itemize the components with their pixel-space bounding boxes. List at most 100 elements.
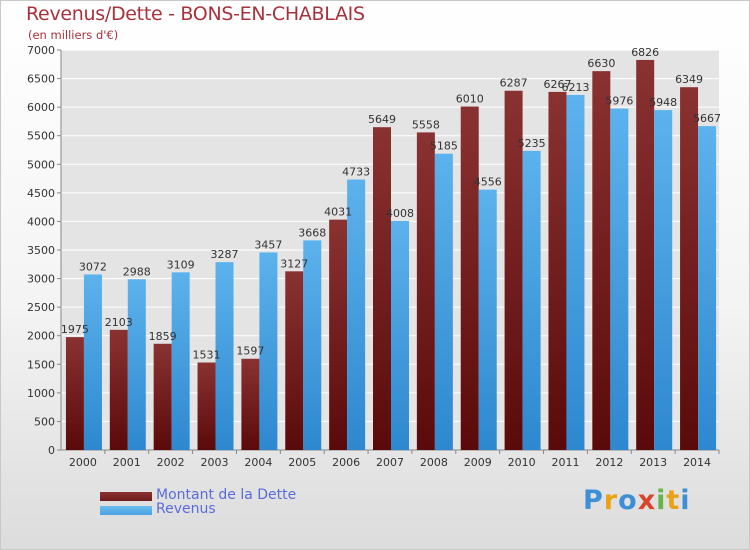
bar-revenue-2012 (610, 108, 629, 450)
y-tick-label: 2500 (27, 301, 55, 314)
x-tick-label: 2012 (595, 456, 623, 469)
data-label-debt-2003: 1531 (193, 349, 221, 362)
bar-debt-2012 (592, 71, 611, 451)
bar-revenue-2008 (434, 153, 453, 450)
data-label-debt-2008: 5558 (412, 118, 440, 131)
data-label-debt-2000: 1975 (61, 323, 89, 336)
data-label-revenue-2012: 5976 (605, 95, 633, 108)
bar-debt-2013 (636, 59, 655, 450)
data-label-debt-2009: 6010 (456, 93, 484, 106)
bar-revenue-2010 (522, 150, 541, 450)
data-label-revenue-2013: 5948 (649, 96, 677, 109)
bar-revenue-2005 (303, 240, 322, 450)
y-tick-label: 7000 (27, 44, 55, 57)
legend-label-revenue: Revenus (156, 501, 216, 517)
x-tick-label: 2007 (376, 456, 404, 469)
bar-debt-2007 (373, 127, 391, 450)
logo-letter: P (583, 485, 604, 516)
logo-letter: x (637, 485, 657, 516)
data-label-debt-2001: 2103 (105, 316, 133, 329)
bar-debt-2011 (548, 91, 567, 450)
bar-revenue-2009 (478, 189, 497, 450)
proxiti-logo: Proxiti (583, 485, 691, 516)
legend-swatch-revenue (100, 506, 152, 515)
data-label-revenue-2014: 5667 (693, 112, 721, 125)
y-tick-label: 1000 (27, 387, 55, 400)
legend-swatch-debt (100, 492, 152, 501)
chart-subtitle: (en milliers d'€) (28, 28, 119, 42)
y-tick-label: 6000 (27, 101, 55, 114)
data-label-revenue-2011: 6213 (561, 81, 589, 94)
y-tick-label: 2000 (27, 330, 55, 343)
bar-debt-2003 (197, 362, 216, 450)
data-label-revenue-2009: 4556 (474, 176, 502, 189)
y-tick-label: 3000 (27, 273, 55, 286)
chart-title: Revenus/Dette - BONS-EN-CHABLAIS (26, 3, 365, 25)
bar-revenue-2003 (215, 262, 234, 450)
data-label-debt-2011: 6267 (543, 78, 571, 91)
bar-debt-2004 (241, 358, 260, 450)
data-label-revenue-2006: 4733 (342, 166, 370, 179)
x-tick-label: 2005 (288, 456, 316, 469)
bar-debt-2006 (329, 219, 348, 450)
logo-letter: r (603, 485, 619, 516)
x-tick-label: 2009 (464, 456, 492, 469)
y-tick-label: 4500 (27, 187, 55, 200)
bar-debt-2001 (109, 329, 128, 450)
bar-debt-2000 (65, 337, 84, 450)
y-tick-label: 1500 (27, 358, 55, 371)
data-label-debt-2002: 1859 (149, 330, 177, 343)
y-tick-label: 500 (34, 415, 55, 428)
bar-debt-2010 (504, 90, 523, 450)
x-tick-label: 2014 (683, 456, 711, 469)
bar-chart: 0 500 1000 1500 2000 2500 3000 3500 4000 4500 5000… (27, 44, 721, 469)
bar-revenue-2013 (654, 110, 673, 450)
data-label-revenue-2000: 3072 (79, 260, 107, 273)
bar-revenue-2011 (566, 94, 585, 450)
y-tick-label: 3500 (27, 244, 55, 257)
bar-debt-2009 (460, 106, 479, 451)
data-label-revenue-2010: 5235 (518, 137, 546, 150)
y-tick-label: 4000 (27, 215, 55, 228)
bar-revenue-2002 (171, 272, 190, 450)
x-tick-label: 2008 (420, 456, 448, 469)
x-tick-label: 2002 (157, 456, 185, 469)
data-label-revenue-2003: 3287 (211, 248, 239, 261)
bar-debt-2005 (285, 271, 304, 450)
y-tick-label: 6500 (27, 73, 55, 86)
bar-revenue-2007 (391, 220, 409, 450)
bar-revenue-2004 (259, 252, 278, 450)
logo-letter: t (666, 485, 681, 516)
data-label-debt-2013: 6826 (631, 46, 659, 59)
bar-revenue-2006 (347, 179, 366, 451)
data-label-debt-2010: 6287 (500, 77, 528, 90)
bar-debt-2002 (153, 343, 172, 450)
logo-letter: o (618, 485, 638, 516)
data-label-debt-2005: 3127 (280, 257, 308, 270)
bar-debt-2008 (416, 132, 435, 450)
x-tick-label: 2006 (332, 456, 360, 469)
data-label-revenue-2008: 5185 (430, 140, 458, 153)
data-label-debt-2007: 5649 (368, 113, 396, 126)
data-label-revenue-2001: 2988 (123, 265, 151, 278)
bar-debt-2014 (680, 87, 699, 450)
y-tick-label: 5000 (27, 158, 55, 171)
data-label-debt-2006: 4031 (324, 206, 352, 219)
data-label-debt-2012: 6630 (587, 57, 615, 70)
logo-letter: i (680, 485, 691, 516)
data-label-revenue-2002: 3109 (167, 258, 195, 271)
x-tick-label: 2004 (244, 456, 272, 469)
data-label-revenue-2007: 4008 (386, 207, 414, 220)
x-tick-label: 2013 (639, 456, 667, 469)
x-tick-label: 2010 (508, 456, 536, 469)
data-label-revenue-2004: 3457 (254, 238, 282, 251)
bar-revenue-2001 (127, 279, 146, 450)
y-tick-label: 5500 (27, 130, 55, 143)
y-tick-label: 0 (48, 444, 55, 457)
bar-revenue-2014 (698, 126, 717, 451)
data-label-debt-2004: 1597 (236, 345, 264, 358)
legend-label-debt: Montant de la Dette (156, 487, 297, 503)
bar-revenue-2000 (83, 274, 102, 450)
x-tick-label: 2003 (201, 456, 229, 469)
data-label-debt-2014: 6349 (675, 73, 703, 86)
